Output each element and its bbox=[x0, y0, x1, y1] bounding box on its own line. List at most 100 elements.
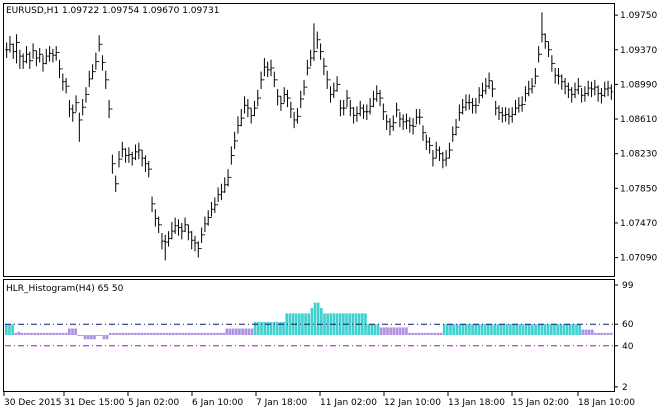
time-tick-label: 6 Jan 10:00 bbox=[192, 398, 244, 408]
histogram-bar bbox=[137, 332, 140, 335]
histogram-bar bbox=[238, 328, 241, 335]
histogram-bar bbox=[464, 324, 468, 335]
indicator-tick-label: 99 bbox=[622, 281, 634, 291]
histogram-bar bbox=[458, 324, 462, 335]
histogram-bar bbox=[439, 332, 443, 335]
histogram-bar bbox=[338, 313, 342, 335]
histogram-bar bbox=[175, 332, 178, 335]
histogram-bar bbox=[553, 324, 556, 335]
histogram-bar bbox=[143, 332, 147, 335]
histogram-bar bbox=[320, 308, 323, 335]
histogram-bar bbox=[209, 332, 213, 335]
histogram-bar bbox=[162, 332, 166, 335]
histogram-bar bbox=[153, 332, 156, 335]
price-window-frame bbox=[3, 3, 615, 277]
histogram-bar bbox=[565, 324, 569, 335]
histogram-bar bbox=[518, 324, 522, 335]
histogram-bar bbox=[219, 332, 222, 335]
histogram-bar bbox=[257, 322, 260, 335]
histogram-bar bbox=[134, 332, 137, 335]
histogram-bar bbox=[184, 332, 188, 335]
histogram-bar bbox=[411, 332, 415, 335]
histogram-bar bbox=[386, 327, 389, 335]
histogram-bar bbox=[171, 332, 175, 335]
histogram-bar bbox=[323, 313, 326, 335]
histogram-bar bbox=[559, 324, 563, 335]
price-window-header: EURUSD,H1 1.09722 1.09754 1.09670 1.0973… bbox=[6, 6, 219, 16]
histogram-bar bbox=[370, 324, 374, 335]
histogram-bar bbox=[102, 335, 106, 340]
histogram-bar bbox=[398, 327, 402, 335]
histogram-bar bbox=[165, 332, 169, 335]
histogram-bar bbox=[23, 332, 27, 335]
histogram-bar bbox=[486, 324, 490, 335]
histogram-bar bbox=[74, 328, 77, 335]
histogram-bar bbox=[414, 332, 418, 335]
histogram-bar bbox=[247, 328, 251, 335]
histogram-bar bbox=[540, 324, 544, 335]
histogram-bar bbox=[587, 329, 591, 335]
time-axis: 30 Dec 2015 31 Dec 15:00 5 Jan 02:00 6 Jan … bbox=[3, 392, 635, 408]
histogram-bar bbox=[297, 313, 301, 335]
histogram-bar bbox=[575, 324, 578, 335]
price-tick-label: 1.07850 bbox=[620, 184, 657, 194]
price-tick-label: 1.07090 bbox=[620, 254, 657, 264]
price-tick-label: 1.07470 bbox=[620, 219, 657, 229]
histogram-bar bbox=[556, 324, 559, 335]
histogram-bar bbox=[272, 322, 276, 335]
histogram-bar bbox=[49, 332, 52, 335]
histogram-bar bbox=[20, 332, 24, 335]
price-tick-label: 1.09370 bbox=[620, 46, 657, 56]
histogram-bar bbox=[36, 332, 40, 335]
histogram-bar bbox=[360, 313, 364, 335]
time-tick-label: 12 Jan 10:00 bbox=[384, 398, 441, 408]
histogram-bar bbox=[118, 332, 122, 335]
histogram-bar bbox=[140, 332, 144, 335]
histogram-bar bbox=[99, 335, 103, 336]
histogram-bar bbox=[310, 308, 314, 335]
histogram-bar bbox=[68, 328, 71, 335]
histogram-bar bbox=[33, 332, 37, 335]
histogram-bar bbox=[521, 324, 525, 335]
histogram-bar bbox=[77, 335, 81, 336]
histogram-bar bbox=[250, 328, 254, 335]
indicator-window-header: HLR_Histogram(H4) 65 50 bbox=[6, 284, 124, 294]
histogram-bar bbox=[606, 332, 610, 335]
histogram-bar bbox=[379, 327, 383, 335]
histogram-bar bbox=[395, 327, 399, 335]
histogram-bar bbox=[181, 332, 185, 335]
histogram-bar bbox=[206, 332, 210, 335]
histogram-bar bbox=[301, 313, 304, 335]
histogram-bar bbox=[578, 324, 581, 335]
histogram-bar bbox=[436, 332, 440, 335]
histogram-bar bbox=[420, 332, 424, 335]
histogram-bar bbox=[231, 328, 235, 335]
histogram-bar bbox=[212, 332, 216, 335]
price-axis: 1.09750 1.09370 1.08990 1.08610 1.08230 1.078… bbox=[614, 11, 657, 264]
price-tick-label: 1.09750 bbox=[620, 11, 657, 21]
histogram-bar bbox=[80, 335, 84, 336]
histogram-bar bbox=[17, 331, 21, 335]
histogram-bar bbox=[499, 324, 503, 335]
histogram-bar bbox=[234, 328, 238, 335]
histogram-bar bbox=[39, 332, 43, 335]
histogram-bar bbox=[260, 322, 263, 335]
histogram-bar bbox=[45, 332, 49, 335]
histogram-bar bbox=[455, 324, 459, 335]
histogram-bar bbox=[549, 324, 553, 335]
histogram-bar bbox=[515, 324, 518, 335]
histogram-bar bbox=[534, 324, 537, 335]
histogram-bar bbox=[430, 332, 433, 335]
histogram-bar bbox=[562, 324, 566, 335]
price-tick-label: 1.08990 bbox=[620, 80, 657, 90]
histogram-bar bbox=[253, 322, 257, 335]
histogram-bar bbox=[383, 327, 386, 335]
price-tick-label: 1.08230 bbox=[620, 150, 657, 160]
indicator-window-frame bbox=[3, 279, 615, 392]
histogram-bar bbox=[279, 322, 282, 335]
histogram-bar bbox=[527, 324, 531, 335]
histogram-bar bbox=[228, 328, 232, 335]
histogram-bar bbox=[376, 324, 380, 335]
